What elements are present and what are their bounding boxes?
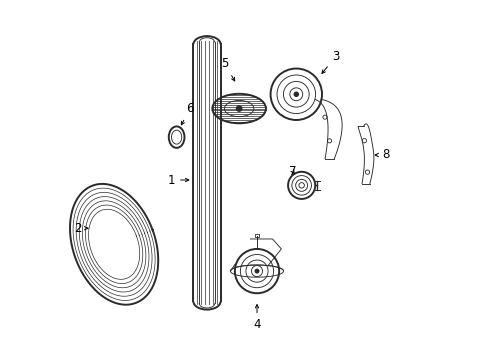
Text: 6: 6 [181, 102, 194, 125]
Text: 5: 5 [221, 57, 234, 81]
Text: 4: 4 [253, 305, 260, 331]
Circle shape [236, 106, 242, 111]
Text: 2: 2 [74, 222, 87, 235]
Circle shape [255, 269, 258, 273]
Text: 3: 3 [321, 50, 339, 73]
Circle shape [294, 92, 298, 96]
Text: 1: 1 [167, 174, 188, 186]
Text: 7: 7 [288, 165, 296, 177]
Text: 8: 8 [374, 148, 388, 162]
